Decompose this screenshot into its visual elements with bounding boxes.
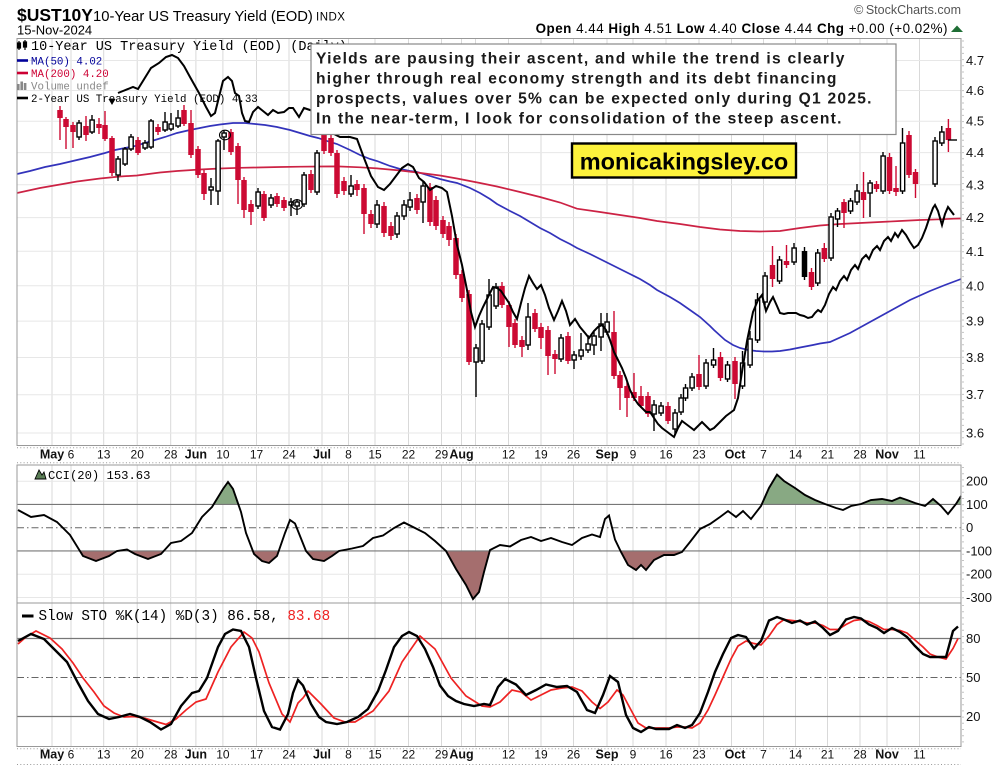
svg-text:4.7: 4.7 bbox=[966, 53, 984, 68]
svg-text:Jul: Jul bbox=[313, 748, 331, 762]
svg-text:9: 9 bbox=[630, 748, 637, 762]
svg-text:11: 11 bbox=[913, 448, 926, 462]
svg-text:May: May bbox=[40, 448, 64, 462]
svg-text:8: 8 bbox=[345, 748, 352, 762]
svg-text:higher through real economy st: higher through real economy strength and… bbox=[316, 71, 838, 88]
svg-text:80: 80 bbox=[966, 631, 980, 646]
svg-text:4.5: 4.5 bbox=[966, 114, 984, 129]
svg-text:Slow STO %K(14) %D(3) 86.58, 8: Slow STO %K(14) %D(3) 86.58, 83.68 bbox=[39, 609, 331, 625]
svg-text:19: 19 bbox=[534, 448, 548, 462]
svg-text:50: 50 bbox=[966, 670, 980, 685]
svg-text:22: 22 bbox=[402, 748, 416, 762]
svg-text:Yields are pausing their ascen: Yields are pausing their ascent, and whi… bbox=[316, 51, 846, 68]
svg-text:-100: -100 bbox=[966, 543, 992, 558]
svg-text:11: 11 bbox=[913, 748, 926, 762]
svg-text:Oct: Oct bbox=[725, 448, 747, 462]
svg-text:3.7: 3.7 bbox=[966, 387, 984, 402]
svg-text:7: 7 bbox=[760, 448, 767, 462]
svg-text:20: 20 bbox=[131, 448, 145, 462]
svg-text:2-Year US Treasury Yield (EOD): 2-Year US Treasury Yield (EOD) 4.33 bbox=[31, 94, 258, 106]
svg-text:6: 6 bbox=[68, 748, 75, 762]
svg-text:3.9: 3.9 bbox=[966, 314, 984, 329]
svg-text:MA(50) 4.02: MA(50) 4.02 bbox=[31, 57, 102, 69]
svg-text:16: 16 bbox=[659, 448, 673, 462]
svg-text:4.6: 4.6 bbox=[966, 83, 984, 98]
svg-text:20: 20 bbox=[966, 709, 980, 724]
svg-text:15: 15 bbox=[368, 448, 382, 462]
svg-text:9: 9 bbox=[630, 448, 637, 462]
svg-text:3.6: 3.6 bbox=[966, 425, 984, 440]
svg-text:Jun: Jun bbox=[185, 748, 207, 762]
svg-text:Aug: Aug bbox=[449, 448, 473, 462]
svg-text:29: 29 bbox=[435, 448, 449, 462]
svg-text:26: 26 bbox=[567, 448, 581, 462]
svg-text:Nov: Nov bbox=[875, 748, 899, 762]
svg-text:4.2: 4.2 bbox=[966, 210, 984, 225]
svg-text:26: 26 bbox=[567, 748, 581, 762]
svg-text:7: 7 bbox=[760, 748, 767, 762]
svg-text:19: 19 bbox=[534, 748, 548, 762]
svg-text:24: 24 bbox=[282, 448, 296, 462]
svg-text:13: 13 bbox=[97, 748, 111, 762]
svg-text:Open 4.44 High 4.51 Low 4.40 C: Open 4.44 High 4.51 Low 4.40 Close 4.44 … bbox=[536, 21, 948, 36]
svg-text:Volume undef: Volume undef bbox=[31, 82, 109, 94]
svg-text:$UST10Y: $UST10Y bbox=[17, 5, 93, 25]
svg-text:17: 17 bbox=[250, 748, 264, 762]
svg-text:In the near-term, I look for c: In the near-term, I look for consolidati… bbox=[316, 111, 843, 128]
svg-text:Aug: Aug bbox=[449, 748, 473, 762]
svg-text:13: 13 bbox=[97, 448, 111, 462]
svg-text:8: 8 bbox=[345, 448, 352, 462]
svg-text:21: 21 bbox=[821, 748, 835, 762]
svg-text:24: 24 bbox=[282, 748, 296, 762]
svg-text:23: 23 bbox=[692, 748, 706, 762]
svg-text:Oct: Oct bbox=[725, 748, 747, 762]
svg-text:© StockCharts.com: © StockCharts.com bbox=[854, 3, 961, 17]
svg-text:3.8: 3.8 bbox=[966, 350, 984, 365]
svg-text:28: 28 bbox=[853, 448, 867, 462]
svg-text:Nov: Nov bbox=[875, 448, 899, 462]
svg-text:Sep: Sep bbox=[596, 448, 619, 462]
svg-text:17: 17 bbox=[250, 448, 264, 462]
svg-text:Jul: Jul bbox=[313, 448, 331, 462]
svg-text:CCI(20) 153.63: CCI(20) 153.63 bbox=[48, 469, 150, 483]
svg-text:monicakingsley.co: monicakingsley.co bbox=[580, 149, 789, 175]
svg-text:4.0: 4.0 bbox=[966, 278, 984, 293]
svg-text:20: 20 bbox=[131, 748, 145, 762]
svg-text:28: 28 bbox=[853, 748, 867, 762]
svg-text:-200: -200 bbox=[966, 567, 992, 582]
svg-text:28: 28 bbox=[164, 448, 178, 462]
svg-text:10-Year US Treasury Yield (EOD: 10-Year US Treasury Yield (EOD) (Daily) bbox=[31, 40, 347, 55]
svg-text:28: 28 bbox=[164, 748, 178, 762]
svg-text:16: 16 bbox=[659, 748, 673, 762]
svg-text:4.3: 4.3 bbox=[966, 177, 984, 192]
svg-text:15-Nov-2024: 15-Nov-2024 bbox=[17, 23, 92, 38]
svg-text:MA(200) 4.20: MA(200) 4.20 bbox=[31, 69, 109, 81]
svg-text:14: 14 bbox=[789, 448, 803, 462]
svg-text:10: 10 bbox=[216, 748, 230, 762]
svg-text:12: 12 bbox=[502, 448, 516, 462]
svg-text:May: May bbox=[40, 748, 64, 762]
svg-text:15: 15 bbox=[368, 748, 382, 762]
svg-text:Sep: Sep bbox=[596, 748, 619, 762]
svg-text:-300: -300 bbox=[966, 590, 992, 605]
svg-text:29: 29 bbox=[435, 748, 449, 762]
svg-text:23: 23 bbox=[692, 448, 706, 462]
svg-text:22: 22 bbox=[402, 448, 416, 462]
svg-text:14: 14 bbox=[789, 748, 803, 762]
svg-text:prospects, values over 5% can: prospects, values over 5% can be expecte… bbox=[316, 91, 873, 108]
svg-text:0: 0 bbox=[966, 520, 973, 535]
svg-text:10: 10 bbox=[216, 448, 230, 462]
svg-text:200: 200 bbox=[966, 474, 988, 489]
svg-text:INDX: INDX bbox=[316, 12, 345, 24]
svg-text:10-Year US Treasury Yield (EOD: 10-Year US Treasury Yield (EOD) bbox=[93, 9, 313, 25]
svg-text:100: 100 bbox=[966, 497, 988, 512]
svg-text:Jun: Jun bbox=[185, 448, 207, 462]
svg-text:4.1: 4.1 bbox=[966, 244, 984, 259]
svg-text:21: 21 bbox=[821, 448, 835, 462]
svg-text:6: 6 bbox=[68, 448, 75, 462]
svg-text:4.4: 4.4 bbox=[966, 145, 984, 160]
svg-text:12: 12 bbox=[502, 748, 516, 762]
